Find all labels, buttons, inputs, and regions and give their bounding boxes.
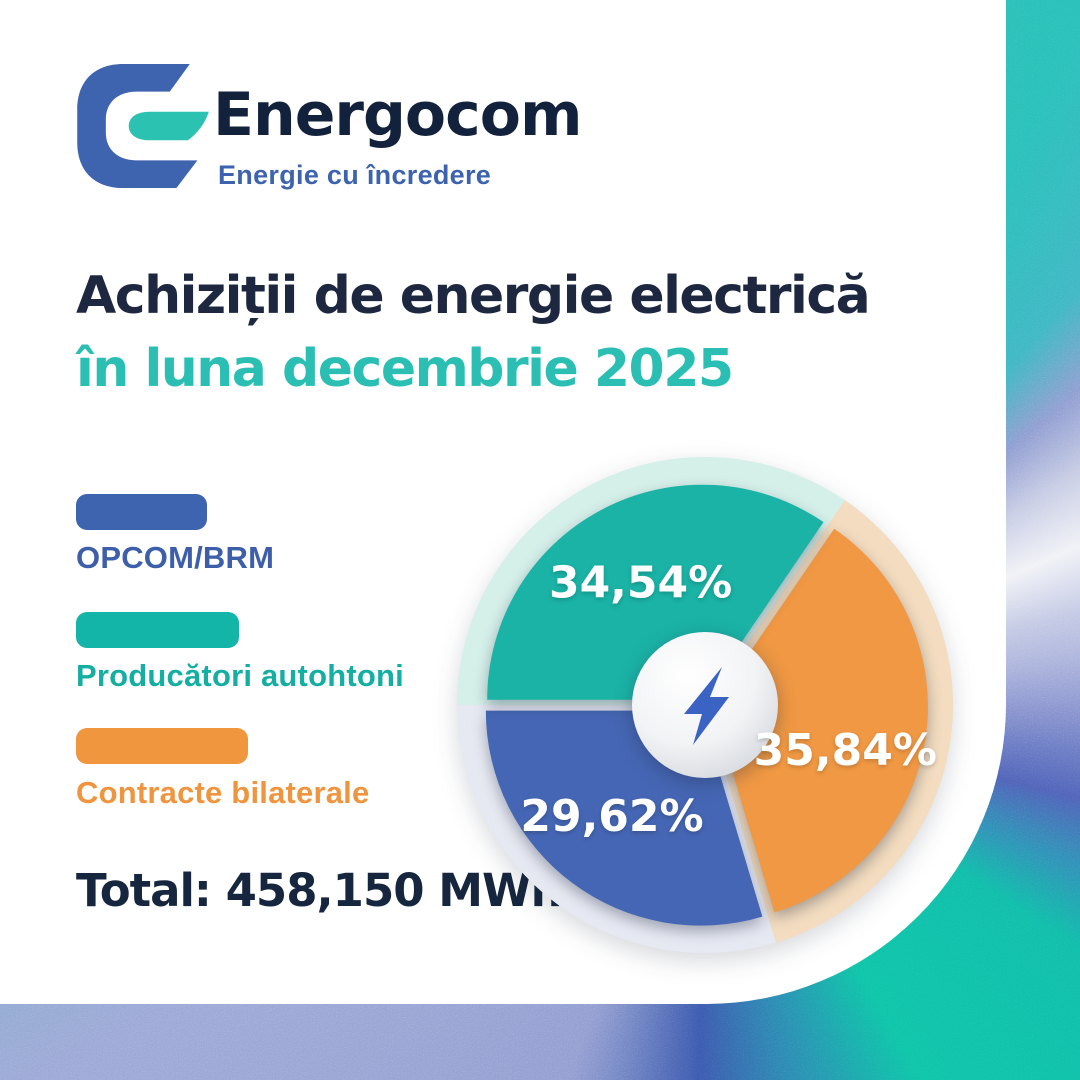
pie-chart: 34,54% 35,84% 29,62%: [457, 457, 953, 953]
content-card: Energocom Energie cu încredere Achiziții…: [76, 64, 953, 953]
pie-slice-label-contracte: 35,84%: [754, 725, 937, 776]
brand-tagline: Energie cu încredere: [218, 160, 492, 190]
legend-label-contracte: Contracte bilaterale: [76, 775, 370, 810]
lightning-bolt-icon: [684, 667, 729, 745]
brand-name: Energocom: [213, 80, 582, 150]
pie-slice-producatori: [487, 484, 824, 700]
pie-center-badge: [632, 632, 778, 778]
page-title-line2: în luna decembrie 2025: [76, 339, 734, 399]
pie-slice-contracte: [712, 528, 928, 913]
page-title-line1: Achiziții de energie electrică: [76, 266, 871, 326]
total-text: Total: 458,150 MWh: [76, 864, 563, 917]
pie-slice-label-opcom: 29,62%: [520, 791, 703, 842]
legend-swatch-contracte: [76, 728, 248, 764]
logo-teal-shape: [128, 111, 209, 141]
legend-label-producatori: Producători autohtoni: [76, 658, 404, 693]
legend-swatch-producatori: [76, 612, 239, 648]
energocom-logo-icon: [77, 64, 209, 188]
legend-label-opcom: OPCOM/BRM: [76, 540, 275, 575]
logo-blue-shape: [77, 64, 198, 188]
legend-swatch-opcom: [76, 494, 207, 530]
page-title: Achiziții de energie electrică în luna d…: [76, 260, 871, 406]
pie-slice-label-producatori: 34,54%: [549, 558, 732, 609]
